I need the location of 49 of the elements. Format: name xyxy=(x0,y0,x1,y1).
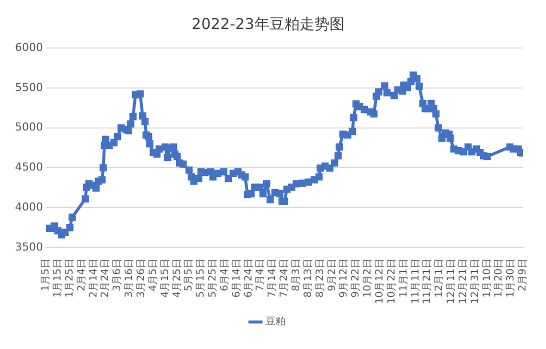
x-tick-label: 9月22日 xyxy=(350,258,362,298)
y-tick-label: 5000 xyxy=(14,120,43,134)
x-tick-label: 7月24日 xyxy=(279,258,290,298)
x-tick-label: 1月5日 xyxy=(40,258,52,292)
y-tick-label: 6000 xyxy=(14,40,43,54)
x-tick-label: 12月11日 xyxy=(446,258,458,304)
y-tick-label: 3500 xyxy=(14,240,43,254)
x-tick-label: 6月14日 xyxy=(231,258,242,298)
x-tick-label: 1月15日 xyxy=(52,258,64,298)
x-tick-label: 6月24日 xyxy=(243,258,254,298)
x-tick-label: 9月2日 xyxy=(326,258,338,292)
chart-title: 2022-23年豆粕走势图 xyxy=(192,14,344,33)
x-tick-label: 4月25日 xyxy=(172,258,183,298)
x-tick-label: 2月14日 xyxy=(88,258,100,298)
x-tick-label: 8月3日 xyxy=(291,258,302,292)
x-tick-label: 1月25日 xyxy=(64,258,76,298)
x-tick-label: 11月11日 xyxy=(410,258,422,304)
x-tick-label: 12月1日 xyxy=(434,258,446,298)
x-tick-label: 8月23日 xyxy=(314,258,326,298)
x-tick-label: 10月12日 xyxy=(374,258,386,304)
y-tick-label: 4000 xyxy=(14,200,43,214)
x-tick-label: 5月5日 xyxy=(184,258,195,292)
x-tick-label: 7月14日 xyxy=(267,258,278,298)
x-tick-label: 10月2日 xyxy=(362,258,374,298)
x-tick-label: 11月1日 xyxy=(398,258,410,298)
x-tick-label: 5月15日 xyxy=(196,258,207,298)
x-tick-label: 2月9日 xyxy=(518,258,529,292)
x-tick-label: 4月15日 xyxy=(160,258,171,298)
x-tick-label: 1月30日 xyxy=(506,258,517,298)
x-tick-label: 3月6日 xyxy=(112,258,124,292)
x-tick-label: 12月31日 xyxy=(470,258,481,304)
x-tick-label: 2月24日 xyxy=(100,258,112,298)
y-tick-label: 4500 xyxy=(14,160,43,174)
x-tick-label: 8月13日 xyxy=(302,258,314,298)
x-tick-label: 12月21日 xyxy=(458,258,469,304)
x-tick-label: 7月4日 xyxy=(255,258,266,292)
x-tick-label: 1月20日 xyxy=(494,258,505,298)
x-tick-label: 2月4日 xyxy=(76,258,88,292)
x-tick-label: 5月25日 xyxy=(208,258,219,298)
x-tick-label: 1月10日 xyxy=(482,258,493,298)
x-tick-label: 11月21日 xyxy=(422,258,434,304)
x-tick-label: 6月4日 xyxy=(219,258,230,292)
x-tick-label: 9月12日 xyxy=(338,258,350,298)
y-tick-label: 5500 xyxy=(14,80,43,94)
x-tick-label: 3月16日 xyxy=(124,258,136,298)
x-tick-label: 10月22日 xyxy=(386,258,398,304)
x-tick-label: 3月26日 xyxy=(136,258,147,298)
x-tick-label: 4月5日 xyxy=(148,258,159,292)
legend-label: 豆粕 xyxy=(266,316,286,328)
